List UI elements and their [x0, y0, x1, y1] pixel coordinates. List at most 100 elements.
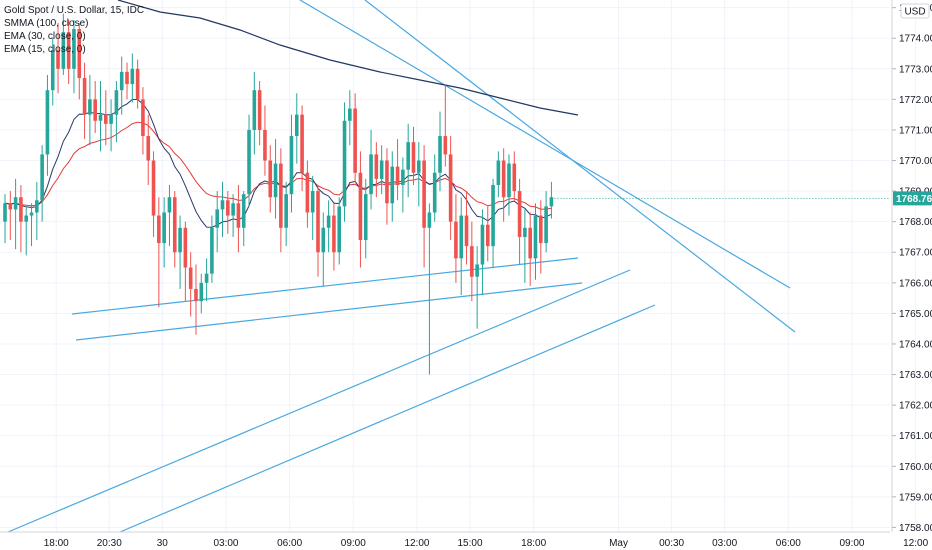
candle-body	[45, 90, 50, 155]
candle-body	[82, 77, 87, 115]
candle-body	[13, 197, 18, 210]
candle-body	[66, 32, 71, 69]
candle-body	[35, 200, 39, 213]
candle-body	[390, 166, 395, 204]
candle-body	[549, 197, 554, 207]
candle-body	[247, 129, 251, 195]
candle-body	[135, 68, 140, 100]
ema30-legend[interactable]: EMA (30, close, 0)	[4, 31, 86, 42]
price-tick-label: 1767.00	[899, 248, 932, 259]
price-tick-label: 1758.00	[899, 523, 932, 534]
candle-body	[544, 206, 548, 244]
price-tick-label: 1773.00	[899, 64, 932, 75]
price-tick-label: 1760.00	[899, 462, 932, 473]
time-tick-label: 18:00	[521, 538, 546, 549]
candle-body	[188, 267, 193, 289]
candle-body	[50, 50, 55, 91]
candle-body	[236, 203, 241, 228]
candle-body	[427, 212, 432, 228]
candle-body	[29, 212, 34, 216]
candle-body	[61, 32, 66, 69]
candle-body	[130, 68, 135, 85]
smma-legend[interactable]: SMMA (100, close)	[4, 18, 89, 29]
time-tick-label: 09:00	[839, 538, 864, 549]
ema15-legend[interactable]: EMA (15, close, 0)	[4, 44, 86, 55]
price-tick-label: 1765.00	[899, 309, 932, 320]
candle-body	[459, 215, 464, 259]
candle-body	[310, 191, 315, 213]
candle-body	[88, 99, 92, 115]
candle-body	[517, 191, 522, 237]
candle-body	[183, 227, 188, 268]
candle-body	[226, 200, 230, 216]
symbol-title[interactable]: Gold Spot / U.S. Dollar, 15, IDC	[4, 5, 145, 16]
candle-body	[56, 50, 60, 69]
candle-body	[422, 160, 426, 228]
currency-badge[interactable]: USD	[900, 3, 930, 19]
candle-body	[363, 194, 368, 241]
candle-body	[464, 215, 469, 247]
time-tick-label: 20:30	[97, 538, 122, 549]
candle-body	[385, 160, 389, 204]
candle-body	[475, 264, 479, 277]
candle-body	[485, 224, 490, 247]
time-tick-label: 03:00	[213, 538, 238, 549]
candle-body	[40, 154, 44, 201]
candle-body	[289, 136, 294, 195]
candle-body	[342, 120, 347, 207]
candle-body	[220, 200, 225, 210]
candle-body	[480, 224, 485, 265]
candle-body	[204, 273, 209, 283]
price-tick-label: 1768.00	[899, 217, 932, 228]
time-tick-label: 12:00	[404, 538, 429, 549]
candle-body	[19, 197, 23, 222]
candle-body	[268, 160, 273, 198]
candle-body	[321, 227, 326, 253]
time-tick-label: 12:00	[903, 538, 928, 549]
trendline[interactable]	[71, 257, 579, 315]
candle-body	[401, 169, 405, 185]
trendline[interactable]	[75, 282, 583, 341]
candle-body	[496, 160, 501, 185]
ema15-line	[4, 99, 552, 228]
candle-body	[395, 166, 400, 185]
candle-body	[178, 227, 182, 253]
price-tick-label: 1762.00	[899, 401, 932, 412]
candle-body	[215, 209, 219, 228]
candle-body	[369, 154, 373, 195]
trendline[interactable]	[7, 269, 631, 533]
time-tick-label: 30	[157, 538, 169, 549]
trendline[interactable]	[299, 0, 791, 289]
candle-body	[316, 191, 320, 253]
candle-body	[231, 203, 235, 216]
candle-body	[72, 29, 76, 69]
candle-body	[257, 90, 262, 130]
candle-body	[103, 114, 108, 124]
price-tick-label: 1766.00	[899, 278, 932, 289]
candle-body	[125, 71, 129, 85]
candle-body	[119, 71, 124, 91]
price-tick-label: 1764.00	[899, 339, 932, 350]
candle-body	[443, 136, 448, 155]
candle-body	[353, 108, 357, 173]
candle-body	[358, 172, 363, 241]
candle-body	[337, 206, 342, 253]
last-price-value: 1768.76	[896, 194, 932, 205]
time-tick-label: 18:00	[44, 538, 69, 549]
candle-body	[438, 136, 442, 173]
candle-body	[273, 163, 278, 198]
trendlines	[7, 0, 796, 533]
trendline[interactable]	[364, 0, 796, 333]
trendline[interactable]	[119, 304, 656, 533]
candle-body	[162, 212, 166, 244]
candle-body	[294, 114, 299, 137]
candle-body	[523, 227, 527, 237]
time-tick-label: 15:00	[457, 538, 482, 549]
candle-body	[470, 246, 474, 277]
candle-body	[141, 99, 145, 137]
candle-body	[157, 215, 161, 244]
time-axis[interactable]: 18:00 20:30 30 03:00 06:00 09:00 12:00 15:00 18:…	[0, 531, 929, 549]
price-axis[interactable]: 1758.00 1759.00 1760.00 1761.00 1762.00 1763.…	[891, 0, 932, 534]
price-tick-label: 1770.00	[899, 156, 932, 167]
